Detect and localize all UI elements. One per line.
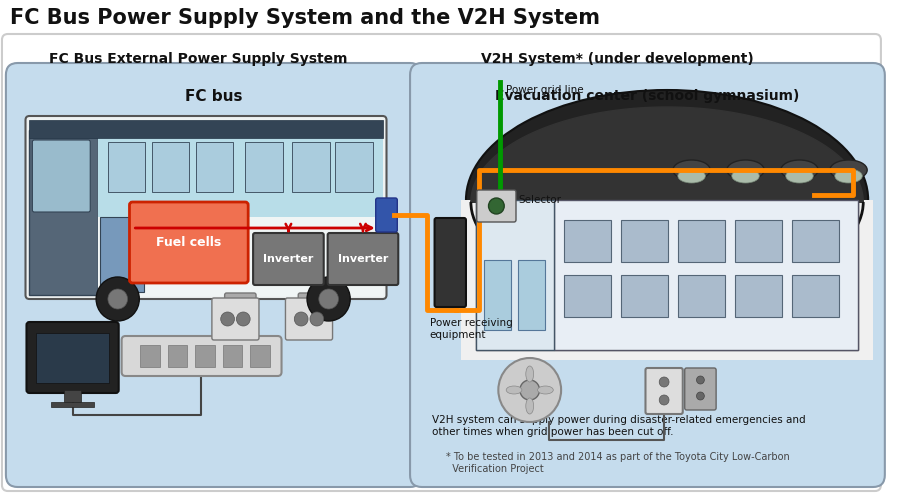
Bar (483, 260, 511, 330)
Polygon shape (471, 107, 863, 202)
Bar (152, 142, 189, 192)
Circle shape (307, 277, 350, 321)
Bar (734, 220, 782, 262)
Circle shape (220, 312, 235, 326)
Bar (792, 220, 839, 262)
Circle shape (489, 198, 504, 214)
Bar (30, 120, 382, 138)
Ellipse shape (506, 386, 522, 394)
Bar (51, 402, 94, 407)
Text: Power receiving
equipment: Power receiving equipment (429, 318, 512, 340)
Bar (245, 142, 283, 192)
Bar (336, 142, 373, 192)
Ellipse shape (537, 386, 554, 394)
Ellipse shape (830, 160, 868, 180)
Circle shape (96, 277, 140, 321)
Circle shape (319, 289, 338, 309)
Bar (461, 200, 873, 360)
Circle shape (659, 377, 669, 387)
Text: Inverter: Inverter (338, 254, 388, 264)
Bar (140, 345, 160, 367)
Bar (292, 142, 329, 192)
Text: FC Bus Power Supply System and the V2H System: FC Bus Power Supply System and the V2H S… (10, 8, 599, 28)
Ellipse shape (727, 160, 764, 180)
Bar (196, 142, 233, 192)
Ellipse shape (526, 366, 534, 382)
Bar (678, 275, 725, 317)
FancyBboxPatch shape (285, 298, 332, 340)
Bar (678, 220, 725, 262)
FancyBboxPatch shape (435, 218, 466, 307)
FancyBboxPatch shape (26, 322, 119, 393)
FancyBboxPatch shape (410, 63, 885, 487)
Text: Fuel cells: Fuel cells (157, 236, 221, 249)
FancyBboxPatch shape (122, 336, 282, 376)
Text: V2H System* (under development): V2H System* (under development) (481, 52, 753, 66)
Bar (250, 345, 270, 367)
Circle shape (499, 358, 561, 422)
Ellipse shape (526, 398, 534, 414)
Bar (476, 200, 859, 350)
Circle shape (659, 395, 669, 405)
Bar (564, 275, 611, 317)
Bar (518, 260, 545, 330)
FancyBboxPatch shape (477, 190, 516, 222)
Bar (36, 333, 109, 383)
Bar (167, 345, 187, 367)
FancyBboxPatch shape (6, 63, 422, 487)
FancyBboxPatch shape (298, 293, 329, 332)
Bar (222, 345, 242, 367)
FancyBboxPatch shape (2, 34, 881, 491)
FancyBboxPatch shape (32, 140, 90, 212)
FancyBboxPatch shape (685, 368, 716, 410)
Text: * To be tested in 2013 and 2014 as part of the Toyota City Low-Carbon
  Verifica: * To be tested in 2013 and 2014 as part … (446, 452, 790, 474)
FancyBboxPatch shape (375, 198, 397, 232)
Circle shape (237, 312, 250, 326)
Circle shape (310, 312, 324, 326)
Text: Selector: Selector (518, 195, 561, 205)
Bar (554, 200, 859, 350)
Ellipse shape (781, 160, 818, 180)
Bar (476, 200, 554, 350)
FancyBboxPatch shape (253, 233, 324, 285)
Bar (564, 220, 611, 262)
Bar (64, 390, 81, 402)
Circle shape (294, 312, 308, 326)
Bar (792, 275, 839, 317)
FancyBboxPatch shape (328, 233, 399, 285)
FancyBboxPatch shape (645, 368, 683, 414)
FancyBboxPatch shape (212, 298, 259, 340)
Ellipse shape (673, 160, 710, 180)
Text: Evacuation center (school gymnasium): Evacuation center (school gymnasium) (495, 89, 799, 103)
Text: Power grid line: Power grid line (506, 85, 584, 95)
Bar (734, 275, 782, 317)
Bar (476, 200, 859, 350)
Bar (621, 275, 668, 317)
Circle shape (697, 376, 705, 384)
Text: FC Bus External Power Supply System: FC Bus External Power Supply System (49, 52, 347, 66)
Bar (195, 345, 215, 367)
FancyBboxPatch shape (225, 293, 256, 332)
Text: FC bus: FC bus (185, 89, 243, 104)
Ellipse shape (835, 169, 862, 183)
Bar (108, 142, 145, 192)
Ellipse shape (732, 169, 760, 183)
Ellipse shape (678, 169, 706, 183)
Bar (100, 217, 144, 292)
Text: V2H system can supply power during disaster-related emergencies and
other times : V2H system can supply power during disas… (432, 415, 806, 437)
Circle shape (520, 380, 539, 400)
FancyBboxPatch shape (130, 202, 248, 283)
Bar (98, 217, 382, 296)
Bar (621, 220, 668, 262)
FancyBboxPatch shape (25, 116, 386, 299)
Bar (98, 138, 382, 217)
Ellipse shape (786, 169, 814, 183)
Bar (30, 130, 98, 295)
Text: Inverter: Inverter (263, 254, 313, 264)
Circle shape (697, 392, 705, 400)
Circle shape (108, 289, 128, 309)
Ellipse shape (466, 90, 868, 310)
